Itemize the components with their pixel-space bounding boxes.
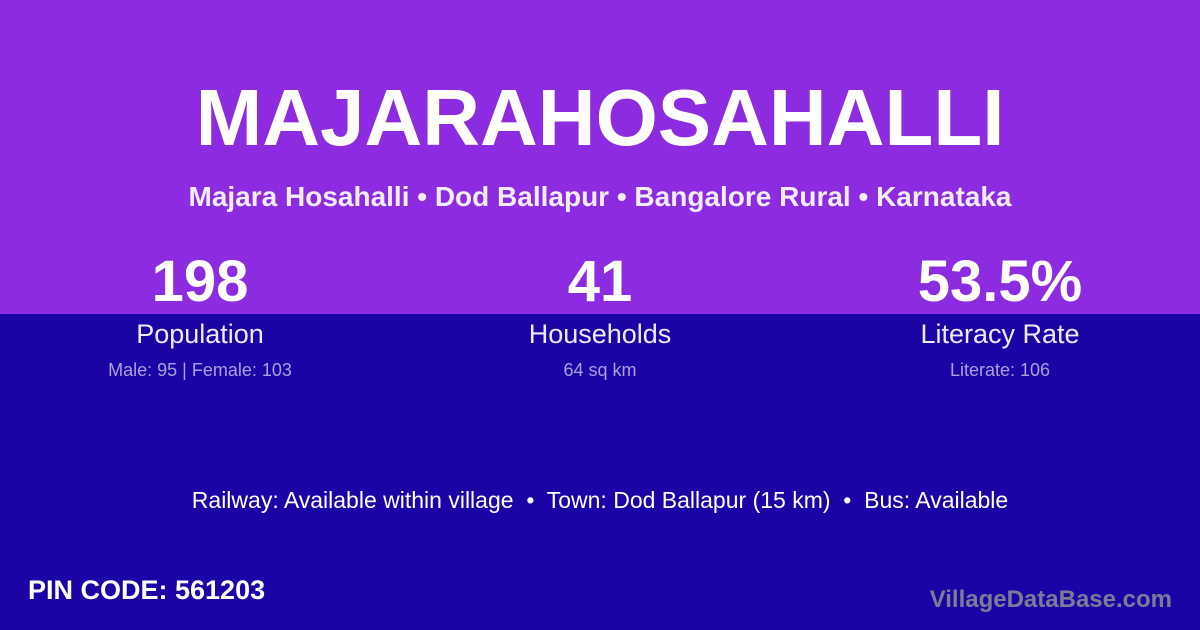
transport-info-line: Railway: Available within village • Town…: [191, 487, 1009, 513]
population-detail: Male: 95 | Female: 103: [108, 360, 292, 380]
literacy-label: Literacy Rate: [920, 319, 1080, 349]
stat-households: 41 Households 64 sq km: [400, 250, 800, 382]
village-location-breadcrumb: Majara Hosahalli • Dod Ballapur • Bangal…: [188, 181, 1012, 212]
stat-literacy-rate: 53.5% Literacy Rate Literate: 106: [800, 250, 1200, 382]
population-label: Population: [136, 319, 264, 349]
site-watermark: VillageDataBase.com: [929, 586, 1172, 613]
households-label: Households: [528, 319, 672, 349]
literacy-detail: Literate: 106: [949, 360, 1051, 380]
stat-population: 198 Population Male: 95 | Female: 103: [0, 250, 400, 382]
purple-header-band: [0, 0, 1200, 314]
literacy-value: 53.5%: [917, 249, 1083, 314]
stats-row: 198 Population Male: 95 | Female: 103 41…: [0, 250, 1200, 382]
village-title: MAJARAHOSAHALLI: [195, 73, 1005, 162]
households-detail: 64 sq km: [563, 360, 637, 380]
population-value: 198: [151, 249, 249, 314]
households-value: 41: [567, 249, 633, 314]
pin-code: PIN CODE: 561203: [28, 575, 266, 605]
